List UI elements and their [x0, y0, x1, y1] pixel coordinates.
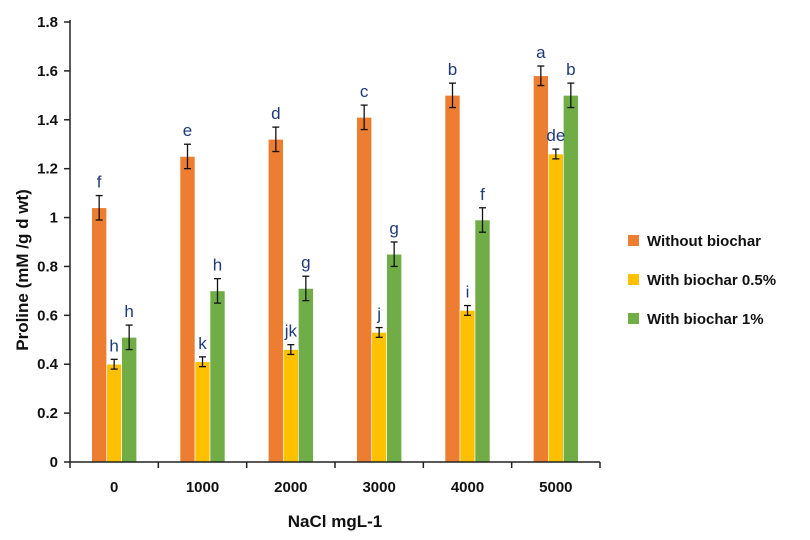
x-tick-label: 5000: [539, 479, 572, 496]
bar: [209, 290, 226, 463]
y-tick-label: 0.6: [37, 307, 58, 324]
x-tick-label: 0: [110, 479, 118, 496]
x-tick-label: 4000: [451, 479, 484, 496]
significance-letter: e: [183, 121, 192, 140]
bar: [121, 337, 137, 463]
error-bars: [95, 65, 575, 370]
y-tick-label: 0.4: [37, 356, 59, 373]
x-axis-title: NaCl mgL-1: [288, 512, 382, 531]
significance-letter: g: [301, 253, 310, 272]
y-tick-label: 1.4: [37, 112, 59, 129]
y-tick-label: 1.8: [37, 14, 58, 31]
significance-letter: h: [124, 302, 133, 321]
axes: [64, 20, 601, 468]
bar: [386, 253, 402, 463]
x-tick-label: 1000: [186, 479, 219, 496]
y-tick-label: 1: [50, 210, 58, 227]
bar: [194, 361, 211, 463]
significance-letter: k: [198, 334, 207, 353]
legend-label: With biochar 1%: [647, 311, 764, 328]
legend-swatch: [628, 274, 639, 285]
bar: [356, 117, 372, 463]
bar: [179, 156, 196, 463]
bar: [106, 363, 122, 463]
bar: [563, 95, 579, 463]
bar: [268, 139, 284, 463]
y-tick-label: 0.2: [37, 405, 58, 422]
significance-letter: de: [546, 126, 565, 145]
x-tick-label: 3000: [362, 479, 395, 496]
bar: [459, 310, 476, 463]
bar: [371, 332, 387, 463]
y-tick-label: 1.6: [37, 63, 58, 80]
significance-letter: f: [97, 173, 102, 192]
bar: [444, 95, 461, 463]
significance-letter: j: [376, 305, 381, 324]
x-tick-labels: 0 1000 2000 3000 4000 5000: [110, 479, 573, 496]
y-tick-label: 0.8: [37, 258, 58, 275]
significance-letter: i: [466, 283, 470, 302]
bar: [91, 207, 107, 463]
bar: [548, 153, 564, 463]
legend-swatch: [628, 313, 639, 324]
bar: [298, 288, 314, 463]
bars: [91, 75, 579, 463]
y-tick-label: 0: [50, 454, 58, 471]
significance-letter: a: [536, 43, 546, 62]
bar: [283, 349, 299, 463]
bar: [474, 219, 491, 463]
legend: Without biochar With biochar 0.5% With bio…: [628, 233, 776, 328]
significance-letter: b: [566, 60, 575, 79]
legend-label: With biochar 0.5%: [647, 272, 776, 289]
y-axis-title: Proline (mM /g d wt): [13, 189, 32, 351]
legend-label: Without biochar: [647, 233, 761, 250]
significance-letter: c: [360, 82, 369, 101]
significance-letter: h: [109, 336, 118, 355]
legend-swatch: [628, 235, 639, 246]
y-tick-label: 1.2: [37, 161, 58, 178]
x-tick-label: 2000: [274, 479, 307, 496]
significance-letter: f: [480, 185, 485, 204]
significance-letter: d: [271, 104, 280, 123]
significance-letter: g: [389, 219, 398, 238]
significance-letter: jk: [284, 322, 298, 341]
y-tick-labels: 0 0.2 0.4 0.6 0.8 1 1.2 1.4 1.6 1.8: [37, 14, 59, 471]
significance-letter: b: [448, 60, 457, 79]
significance-letter: h: [213, 256, 222, 275]
